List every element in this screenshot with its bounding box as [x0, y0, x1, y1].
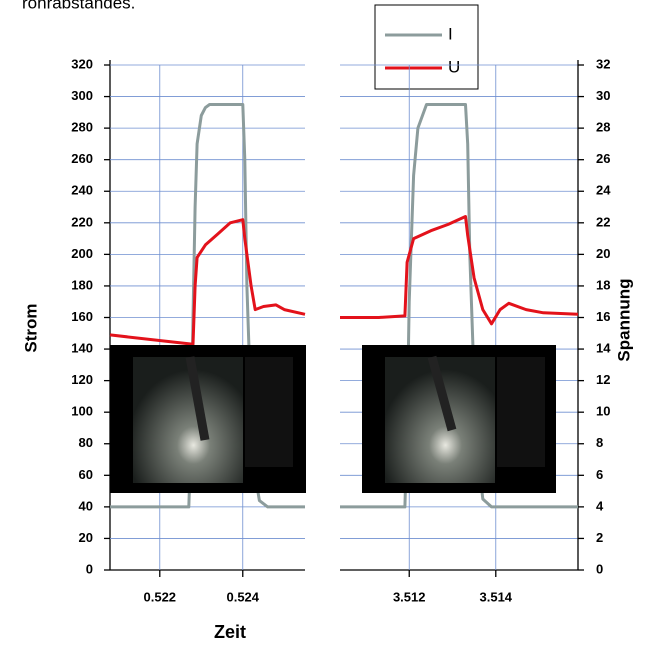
y2-tick-label: 8	[596, 435, 603, 450]
y-tick-label: 20	[79, 530, 93, 545]
inset-photo-right	[362, 345, 556, 493]
y-tick-label: 40	[79, 498, 93, 513]
y-tick-label: 140	[71, 341, 93, 356]
x-tick-label: 3.512	[393, 589, 426, 604]
y2-tick-label: 30	[596, 88, 610, 103]
y2-tick-label: 28	[596, 120, 610, 135]
legend-label: I	[448, 24, 453, 43]
y-tick-label: 180	[71, 277, 93, 292]
legend-box	[374, 4, 479, 90]
caption: rohrabstandes.	[22, 0, 135, 12]
legend: IU	[385, 24, 460, 76]
y-tick-label: 320	[71, 56, 93, 71]
y2-tick-label: 18	[596, 277, 610, 292]
x-tick-label: 0.522	[144, 589, 177, 604]
y-tick-label: 0	[86, 561, 93, 576]
x-axis-label: Zeit	[214, 622, 246, 642]
y2-tick-label: 14	[596, 341, 611, 356]
y2-tick-label: 6	[596, 467, 603, 482]
series-line	[340, 215, 579, 326]
y-tick-label: 200	[71, 246, 93, 261]
y-tick-label: 260	[71, 151, 93, 166]
y2-tick-label: 12	[596, 372, 610, 387]
y2-tick-label: 22	[596, 214, 610, 229]
inset-photo-left	[110, 345, 306, 493]
y2-tick-label: 2	[596, 530, 603, 545]
y-tick-label: 300	[71, 88, 93, 103]
y2-axis-label: Spannung	[614, 278, 633, 361]
y-tick-label: 220	[71, 214, 93, 229]
y-tick-label: 100	[71, 404, 93, 419]
y2-tick-label: 26	[596, 151, 610, 166]
x-tick-label: 3.514	[480, 589, 513, 604]
y2-tick-label: 20	[596, 246, 610, 261]
y-tick-label: 60	[79, 467, 93, 482]
y2-tick-label: 0	[596, 561, 603, 576]
y-tick-label: 120	[71, 372, 93, 387]
x-tick-label: 0.524	[226, 589, 259, 604]
y2-tick-label: 24	[596, 183, 611, 198]
y-tick-label: 240	[71, 183, 93, 198]
y2-tick-label: 32	[596, 56, 610, 71]
series-line	[109, 218, 306, 346]
y-tick-label: 80	[79, 435, 93, 450]
y2-tick-label: 10	[596, 404, 610, 419]
y-tick-label: 160	[71, 309, 93, 324]
y2-tick-label: 4	[596, 498, 604, 513]
legend-label: U	[448, 57, 460, 76]
plot: 0204060801001201401601802002202402602803…	[71, 56, 611, 604]
y-axis-label: Strom	[21, 303, 40, 352]
y-tick-label: 280	[71, 120, 93, 135]
y2-tick-label: 16	[596, 309, 610, 324]
